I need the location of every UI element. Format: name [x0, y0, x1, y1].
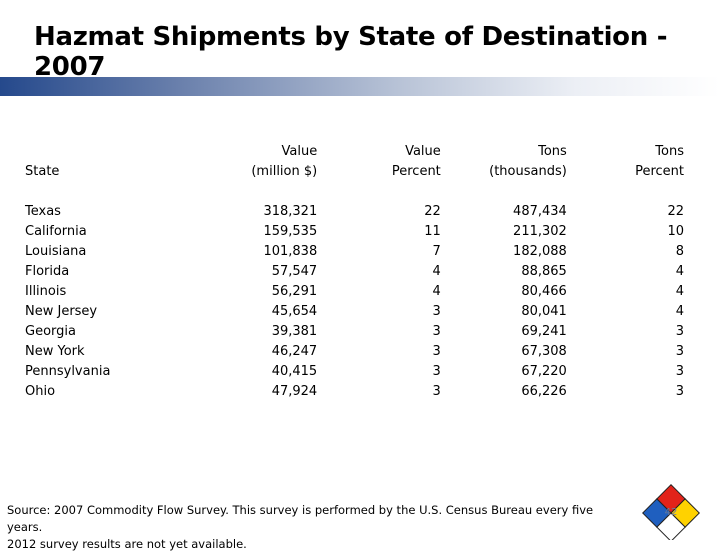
- value-cell: 4: [675, 304, 684, 319]
- source-note: Source: 2007 Commodity Flow Survey. This…: [7, 502, 627, 553]
- table-row: Pennsylvania 40,415 3 67,220 3: [25, 362, 690, 382]
- value-cell: 3: [675, 324, 684, 339]
- value-cell: 3: [432, 304, 441, 319]
- hazmat-table: State Value (million $) Value Percent Tons (th…: [25, 140, 690, 402]
- value-cell: 487,434: [513, 204, 567, 219]
- value-cell: 88,865: [521, 264, 567, 279]
- source-line-2: 2012 survey results are not yet availabl…: [7, 537, 247, 551]
- value-cell: 80,041: [521, 304, 567, 319]
- state-cell: Georgia: [25, 324, 76, 339]
- value-cell: 47,924: [271, 384, 318, 399]
- column-header: Value (million $): [175, 140, 323, 182]
- value-cell: 57,547: [271, 264, 318, 279]
- table-row: Illinois 56,291 4 80,466 4: [25, 282, 690, 302]
- state-cell: Texas: [25, 204, 61, 219]
- column-header-line: Value: [281, 144, 318, 159]
- value-cell: 211,302: [513, 224, 567, 239]
- value-cell: 3: [432, 324, 441, 339]
- column-header: Tons (thousands): [447, 140, 573, 182]
- column-header-line: Value: [405, 144, 441, 159]
- table-row: Louisiana 101,838 7 182,088 8: [25, 242, 690, 262]
- table-header-row: State Value (million $) Value Percent Tons (th…: [25, 140, 690, 182]
- source-line-1: Source: 2007 Commodity Flow Survey. This…: [7, 503, 594, 534]
- value-cell: 67,308: [521, 344, 567, 359]
- value-cell: 318,321: [263, 204, 318, 219]
- value-cell: 4: [432, 284, 441, 299]
- value-cell: 3: [675, 364, 684, 379]
- value-cell: 3: [675, 344, 684, 359]
- page-title: Hazmat Shipments by State of Destination…: [34, 22, 668, 82]
- state-cell: Illinois: [25, 284, 67, 299]
- state-cell: Ohio: [25, 384, 56, 399]
- table-row: Texas 318,321 22 487,434 22: [25, 182, 690, 222]
- column-header-line: Percent: [635, 164, 684, 179]
- value-cell: 8: [675, 244, 684, 259]
- value-cell: 40,415: [271, 364, 318, 379]
- value-cell: 4: [675, 284, 684, 299]
- column-header-line: Tons: [655, 144, 684, 159]
- table-row: Ohio 47,924 3 66,226 3: [25, 382, 690, 402]
- column-header: State: [25, 140, 175, 182]
- state-cell: New York: [25, 344, 85, 359]
- table-row: California 159,535 11 211,302 10: [25, 222, 690, 242]
- value-cell: 4: [675, 264, 684, 279]
- table-row: Florida 57,547 4 88,865 4: [25, 262, 690, 282]
- state-cell: Pennsylvania: [25, 364, 111, 379]
- value-cell: 67,220: [521, 364, 567, 379]
- state-cell: New Jersey: [25, 304, 98, 319]
- column-header-line: (million $): [251, 164, 318, 179]
- value-cell: 182,088: [513, 244, 567, 259]
- value-cell: 3: [432, 344, 441, 359]
- value-cell: 3: [432, 364, 441, 379]
- column-header-line: Percent: [391, 164, 441, 179]
- value-cell: 46,247: [271, 344, 318, 359]
- value-cell: 3: [432, 384, 441, 399]
- value-cell: 10: [667, 224, 684, 239]
- state-cell: Louisiana: [25, 244, 87, 259]
- value-cell: 22: [667, 204, 684, 219]
- title-underline-bar: [0, 77, 720, 96]
- value-cell: 101,838: [263, 244, 318, 259]
- column-header-line: State: [25, 164, 60, 179]
- value-cell: 4: [432, 264, 441, 279]
- nfpa-hazard-diamond-icon: [642, 484, 700, 540]
- value-cell: 7: [432, 244, 441, 259]
- value-cell: 56,291: [271, 284, 318, 299]
- table-row: New York 46,247 3 67,308 3: [25, 342, 690, 362]
- value-cell: 66,226: [521, 384, 567, 399]
- column-header-line: Tons: [538, 144, 567, 159]
- value-cell: 11: [424, 224, 441, 239]
- column-header-line: (thousands): [489, 164, 567, 179]
- value-cell: 3: [675, 384, 684, 399]
- column-header: Value Percent: [323, 140, 447, 182]
- value-cell: 69,241: [521, 324, 567, 339]
- state-cell: California: [25, 224, 87, 239]
- value-cell: 45,654: [271, 304, 318, 319]
- table-row: New Jersey 45,654 3 80,041 4: [25, 302, 690, 322]
- hazard-white-quadrant: [656, 512, 686, 540]
- table-row: Georgia 39,381 3 69,241 3: [25, 322, 690, 342]
- value-cell: 159,535: [263, 224, 318, 239]
- value-cell: 39,381: [271, 324, 318, 339]
- value-cell: 80,466: [521, 284, 567, 299]
- state-cell: Florida: [25, 264, 70, 279]
- page-number: 42: [664, 507, 678, 518]
- column-header: Tons Percent: [573, 140, 690, 182]
- value-cell: 22: [424, 204, 441, 219]
